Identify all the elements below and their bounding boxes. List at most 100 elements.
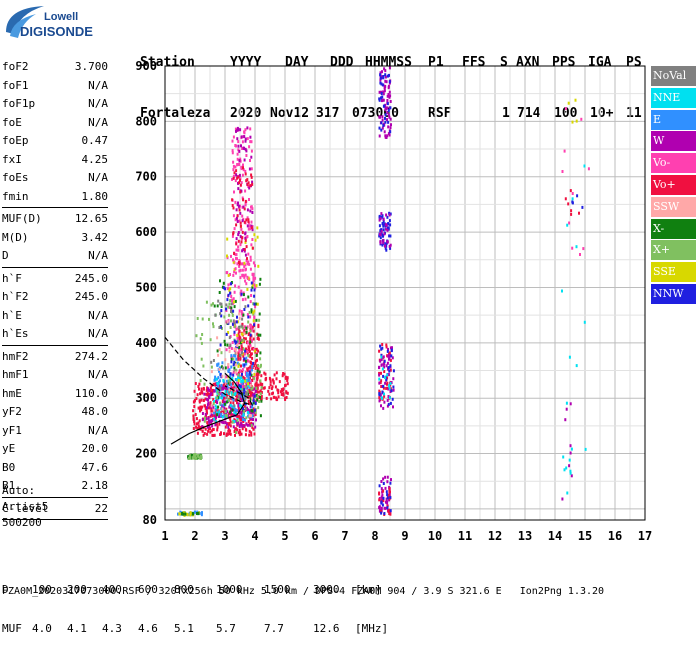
echo-point: [232, 407, 235, 411]
echo-point: [250, 310, 253, 314]
echo-point: [229, 417, 232, 421]
header-value-0: Fortaleza: [140, 106, 211, 121]
echo-point: [379, 394, 382, 398]
echo-point: [256, 332, 259, 336]
echo-point: [232, 164, 235, 168]
echo-point: [250, 167, 253, 171]
echo-point: [189, 511, 192, 515]
echo-point: [387, 86, 390, 90]
param-row: h`F 245.0: [2, 270, 108, 289]
echo-point: [275, 371, 278, 375]
echo-point: [390, 354, 393, 358]
param-value: 1.80: [81, 189, 109, 203]
echo-point: [392, 385, 395, 389]
echo-point: [198, 419, 201, 423]
echo-point: [232, 214, 235, 218]
echo-point: [380, 212, 383, 216]
echo-point: [251, 347, 254, 351]
echo-point: [206, 425, 209, 429]
echo-point: [562, 455, 565, 459]
echo-point: [271, 378, 274, 382]
x-tick-label: 14: [548, 529, 562, 543]
echo-point: [239, 403, 242, 407]
echo-point: [240, 404, 243, 408]
echo-point: [257, 336, 260, 339]
echo-point: [254, 276, 257, 280]
echo-point: [203, 382, 206, 386]
echo-point: [222, 400, 225, 404]
x-tick-label: 15: [578, 529, 592, 543]
echo-point: [239, 243, 242, 247]
echo-point: [378, 97, 381, 101]
echo-point: [386, 74, 389, 78]
echo-point: [238, 424, 241, 428]
echo-point: [380, 506, 383, 510]
echo-point: [201, 333, 204, 336]
echo-point: [239, 224, 242, 228]
echo-point: [240, 181, 243, 185]
echo-point: [224, 409, 227, 413]
echo-point: [201, 405, 203, 409]
echo-point: [201, 412, 204, 415]
echo-point: [227, 412, 230, 416]
echo-point: [380, 371, 382, 375]
echo-point: [251, 405, 254, 409]
echo-point: [576, 194, 579, 198]
echo-point: [219, 325, 222, 329]
echo-point: [383, 89, 386, 93]
echo-point: [231, 408, 234, 412]
param-value: N/A: [88, 327, 108, 340]
echo-point: [381, 83, 384, 87]
echo-point: [237, 357, 240, 361]
echo-point: [390, 478, 392, 482]
y-tick-label: 800: [135, 114, 157, 128]
echo-point: [282, 372, 285, 375]
echo-point: [214, 383, 217, 387]
echo-point: [565, 401, 568, 405]
echo-point: [248, 354, 251, 358]
echo-point: [386, 504, 389, 508]
echo-point: [386, 506, 389, 510]
echo-point: [200, 387, 203, 391]
echo-point: [224, 287, 227, 291]
param-row: foEp 0.47: [2, 132, 108, 151]
muf-row: MUF 4.0 4.1 4.3 4.6 5.1 5.7 7.7 12.6 [MHz]: [2, 622, 388, 635]
echo-point: [269, 383, 272, 387]
echo-point: [239, 183, 242, 187]
echo-point: [235, 169, 238, 173]
echo-point: [250, 412, 253, 416]
echo-point: [225, 433, 228, 437]
echo-point: [242, 313, 245, 317]
echo-point: [242, 418, 244, 421]
echo-point: [249, 376, 251, 380]
echo-point: [251, 328, 254, 332]
echo-point: [389, 100, 392, 103]
echo-point: [231, 386, 234, 390]
echo-point: [243, 352, 246, 356]
echo-point: [241, 230, 244, 234]
echo-point: [226, 237, 229, 241]
echo-point: [571, 200, 574, 204]
echo-point: [244, 202, 247, 206]
echo-point: [254, 238, 257, 242]
echo-point: [228, 405, 231, 409]
echo-point: [259, 379, 262, 383]
echo-point: [234, 433, 236, 437]
echo-point: [248, 346, 250, 349]
echo-point: [255, 354, 258, 357]
echo-point: [383, 362, 386, 366]
echo-point: [238, 269, 241, 273]
echo-point: [584, 447, 587, 451]
echo-point: [215, 411, 218, 415]
echo-point: [252, 418, 254, 421]
echo-point: [240, 262, 243, 266]
echo-point: [260, 374, 263, 378]
echo-point: [384, 116, 386, 120]
echo-point: [387, 354, 389, 358]
echo-point: [240, 415, 243, 419]
echo-point: [381, 367, 384, 371]
echo-point: [236, 163, 239, 166]
echo-point: [216, 413, 219, 417]
echo-point: [242, 168, 245, 172]
echo-point: [213, 433, 216, 437]
